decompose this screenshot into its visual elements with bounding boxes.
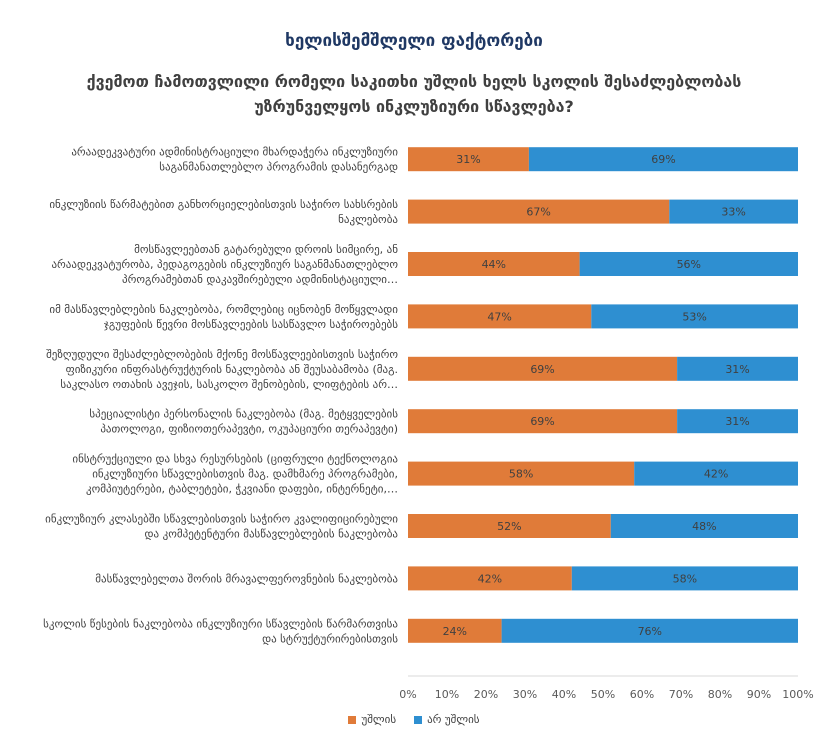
- category-label-5-line-0: სპეციალისტი პერსონალის ნაკლებობა (მაგ. მ…: [89, 408, 398, 421]
- data-label-series-0-cat-0: 31%: [456, 153, 480, 166]
- x-tick-label-9: 90%: [747, 688, 771, 701]
- x-tick-label-8: 80%: [708, 688, 732, 701]
- x-tick-label-2: 20%: [474, 688, 498, 701]
- data-label-series-1-cat-0: 69%: [651, 153, 675, 166]
- chart-supertitle: ხელისშემშლელი ფაქტორები: [285, 31, 543, 51]
- category-label-0-line-0: არაადეკვატური ადმინისტრაციული მხარდაჭერა…: [71, 146, 398, 159]
- data-label-series-0-cat-2: 44%: [482, 258, 506, 271]
- data-label-series-0-cat-1: 67%: [526, 206, 550, 219]
- bar-series-0-cat-5: [408, 409, 678, 434]
- chart-legend: უშლის არ უშლის: [0, 713, 828, 726]
- chart-title: ქვემოთ ჩამოთვლილი რომელი საკითხი უშლის ხ…: [86, 72, 742, 116]
- bar-series-1-cat-8: [571, 566, 798, 591]
- data-label-series-0-cat-4: 69%: [530, 363, 554, 376]
- x-tick-label-5: 50%: [591, 688, 615, 701]
- category-label-9-line-0: სკოლის წესების ნაკლებობა ინკლუზიური სწავ…: [43, 617, 398, 630]
- x-tick-label-1: 10%: [435, 688, 459, 701]
- bar-series-1-cat-6: [634, 461, 798, 486]
- legend-item-series-1: არ უშლის: [414, 713, 480, 726]
- x-tick-label-0: 0%: [399, 688, 416, 701]
- category-label-3-line-0: იმ მასწავლებლების ნაკლებობა, რომლებიც იც…: [49, 303, 398, 316]
- category-label-6-line-0: ინსტრუქციული და სხვა რესურსების (ციფრული…: [72, 453, 398, 466]
- category-label-3-line-1: ჯგუფების წევრი მოსწავლეების სასწავლო საჭ…: [104, 318, 398, 331]
- bar-series-0-cat-0: [408, 147, 529, 172]
- data-label-series-1-cat-9: 76%: [638, 625, 662, 638]
- bar-series-0-cat-8: [408, 566, 572, 591]
- category-label-4-line-1: ფიზიკური ინფრასტრუქტურის ნაკლებობა ან შე…: [66, 363, 398, 376]
- category-label-7-line-1: და კომპეტენტური მასწავლებლების ნაკლებობა: [145, 528, 399, 541]
- x-tick-label-3: 30%: [513, 688, 537, 701]
- data-label-series-1-cat-6: 42%: [704, 468, 728, 481]
- bar-series-0-cat-3: [408, 304, 592, 329]
- legend-swatch-series-0: [348, 715, 357, 724]
- bar-series-1-cat-7: [610, 514, 798, 538]
- category-label-4-line-2: საკლასო ოთახის ავეჯის, სასკოლო შენობების…: [60, 378, 398, 391]
- data-label-series-1-cat-2: 56%: [677, 258, 701, 271]
- data-label-series-0-cat-8: 42%: [478, 572, 502, 585]
- category-label-1-line-1: ნაკლებობა: [338, 213, 398, 226]
- bar-series-0-cat-6: [408, 461, 635, 486]
- bar-series-1-cat-4: [677, 356, 798, 381]
- data-label-series-1-cat-3: 53%: [682, 310, 706, 323]
- category-label-0-line-1: საგანმანათლებლო პროგრამის დასანერგად: [159, 161, 398, 174]
- bar-series-1-cat-3: [591, 304, 798, 329]
- data-label-series-1-cat-8: 58%: [673, 572, 697, 585]
- bar-series-0-cat-7: [408, 514, 611, 538]
- data-label-series-0-cat-3: 47%: [487, 310, 511, 323]
- category-label-2-line-0: მოსწავლეებთან გატარებული დროის სიმცირე, …: [134, 243, 398, 256]
- bar-series-1-cat-9: [501, 618, 798, 643]
- category-label-6-line-1: ინკლუზიური სწავლებისთვის მაგ. დამხმარე პ…: [92, 468, 398, 481]
- data-label-series-0-cat-7: 52%: [497, 520, 521, 533]
- category-label-9-line-1: და სტრუქტურირებისთვის: [262, 632, 398, 645]
- bar-series-0-cat-1: [408, 199, 670, 224]
- category-label-2-line-1: არაადეკვატურობა, პედაგოგების ინკლუზიურ ს…: [51, 258, 398, 271]
- legend-label-series-0: უშლის: [361, 713, 397, 726]
- bar-series-0-cat-9: [408, 618, 502, 643]
- category-label-7-line-0: ინკლუზიურ კლასებში სწავლებისთვის საჭირო …: [45, 513, 398, 526]
- legend-label-series-1: არ უშლის: [427, 713, 480, 726]
- data-label-series-1-cat-5: 31%: [725, 415, 749, 428]
- data-label-series-1-cat-7: 48%: [692, 520, 716, 533]
- data-label-series-1-cat-4: 31%: [725, 363, 749, 376]
- category-label-5-line-1: პათოლოგი, ფიზიოთერაპევტი, ოკუპაციური თერ…: [100, 423, 398, 436]
- category-label-4-line-0: შეზღუდული შესაძლებლობების მქონე მოსწავლე…: [46, 348, 398, 361]
- data-label-series-1-cat-1: 33%: [721, 206, 745, 219]
- legend-item-series-0: უშლის: [348, 713, 396, 726]
- bar-series-1-cat-2: [579, 252, 798, 276]
- bar-series-1-cat-5: [677, 409, 798, 434]
- category-label-2-line-2: პროგრამებთან დაკავშირებული ადმინისტაციულ…: [122, 273, 398, 286]
- category-label-1-line-0: ინკლუზიის წარმატებით განხორციელებისთვის …: [49, 198, 398, 211]
- data-label-series-0-cat-6: 58%: [509, 468, 533, 481]
- bar-series-1-cat-1: [669, 199, 798, 224]
- x-tick-label-7: 70%: [669, 688, 693, 701]
- bar-series-0-cat-2: [408, 252, 580, 276]
- data-label-series-0-cat-9: 24%: [443, 625, 467, 638]
- bar-series-1-cat-0: [528, 147, 798, 172]
- category-label-6-line-2: კომპიუტერები, ტაბლეტები, ჭკვიანი დაფები,…: [86, 483, 398, 496]
- bar-series-0-cat-4: [408, 356, 678, 381]
- data-label-series-0-cat-5: 69%: [530, 415, 554, 428]
- category-label-8-line-0: მასწავლებელთა შორის მრავალფეროვნების ნაკ…: [95, 572, 398, 585]
- legend-swatch-series-1: [414, 715, 423, 724]
- x-tick-label-4: 40%: [552, 688, 576, 701]
- x-tick-label-6: 60%: [630, 688, 654, 701]
- x-tick-label-10: 100%: [782, 688, 813, 701]
